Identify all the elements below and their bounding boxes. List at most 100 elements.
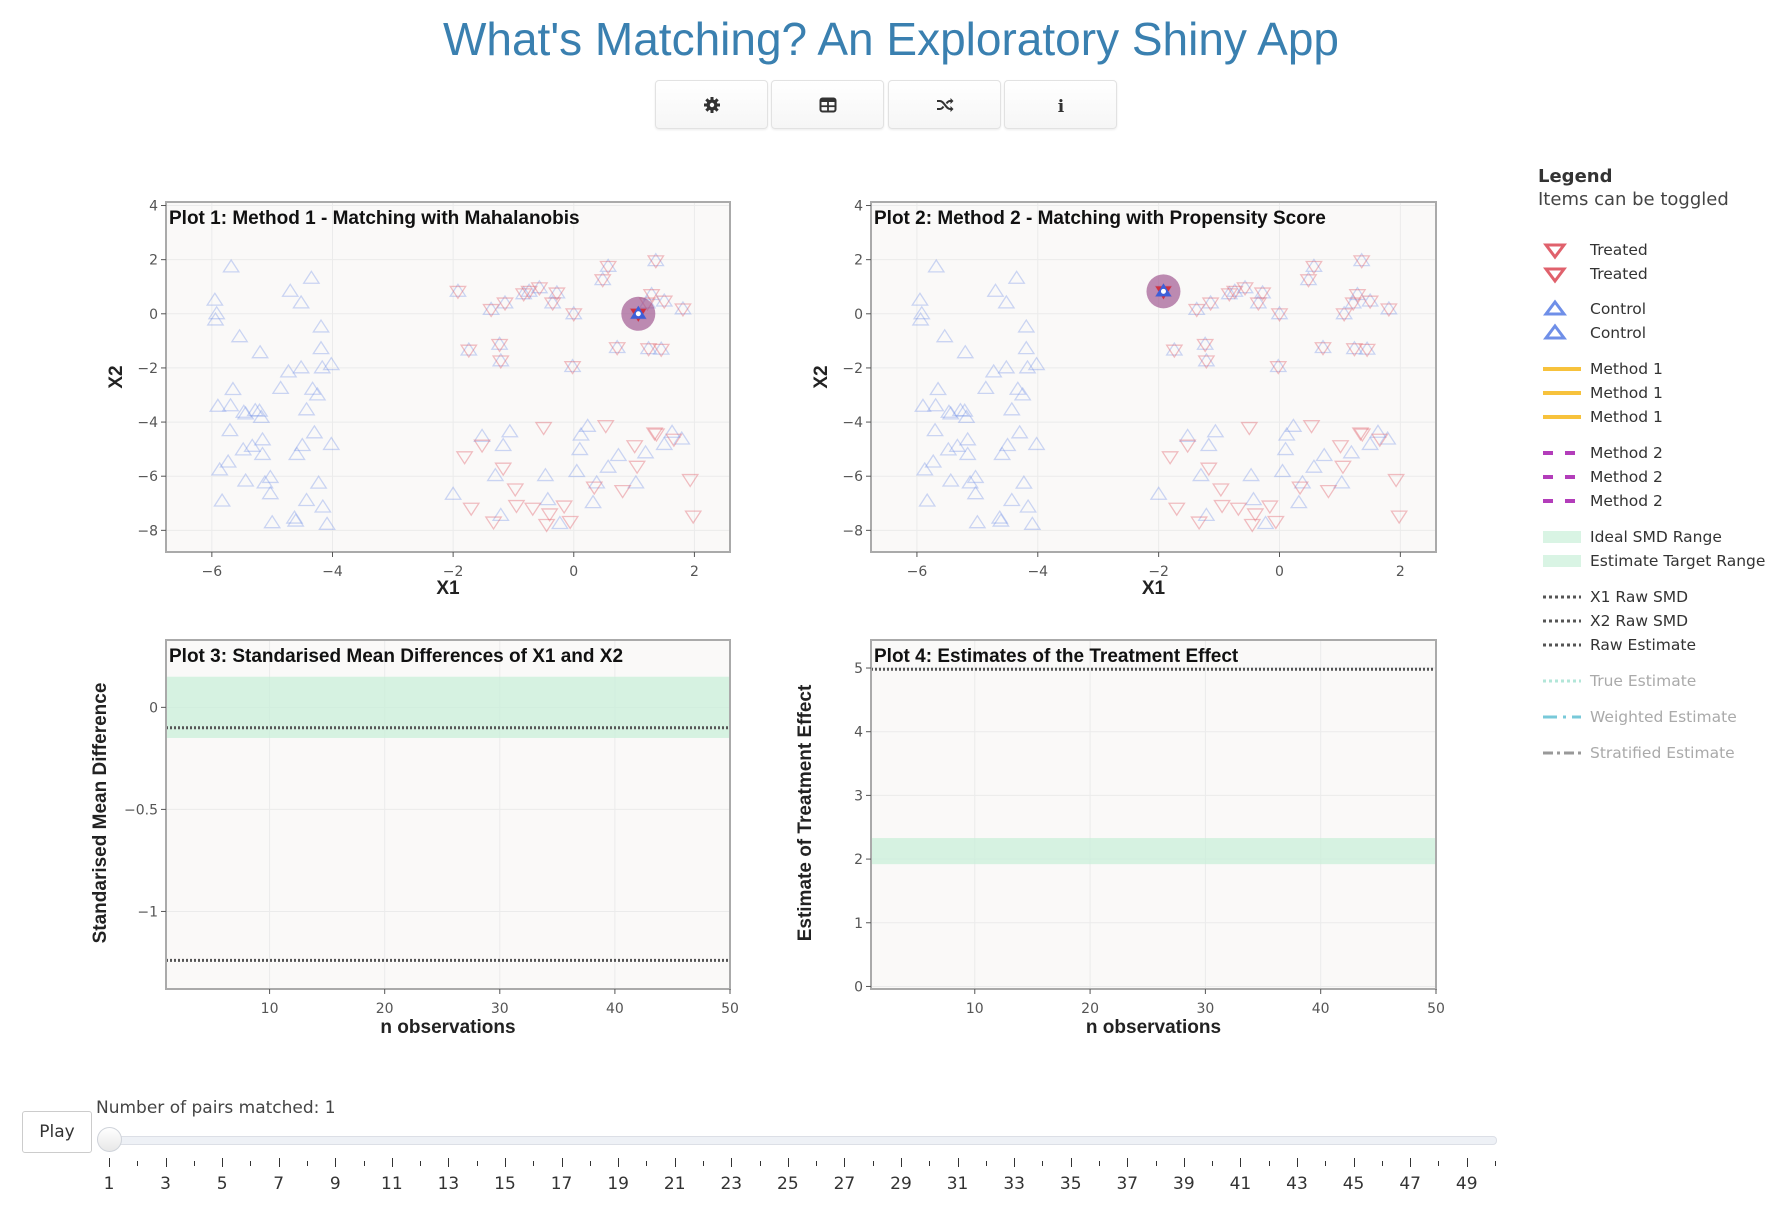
treated-point [494, 462, 513, 477]
control-point [224, 381, 242, 396]
legend: Legend Items can be toggled Treated Treat… [1538, 166, 1777, 762]
control-point [1352, 252, 1371, 267]
control-point [1178, 428, 1197, 442]
legend-solid-icon [1543, 391, 1581, 395]
play-button[interactable]: Play [22, 1111, 92, 1153]
legend-item-x2-raw-smd[interactable]: X2 Raw SMD [1543, 610, 1688, 632]
slider-tick [703, 1161, 704, 1166]
control-point [514, 285, 533, 300]
slider-tick-label: 1 [103, 1174, 115, 1194]
shuffle-button[interactable] [888, 80, 1001, 129]
plot-4: 10 20 30 40 50 0 1 2 3 4 5 [854, 639, 1445, 1017]
legend-item-control[interactable]: Control [1543, 322, 1646, 344]
control-point [939, 441, 958, 456]
plot-title: Plot 2: Method 2 - Matching with Propens… [874, 208, 1326, 229]
control-point [297, 492, 316, 507]
control-point [912, 305, 931, 320]
table-button[interactable] [771, 80, 884, 129]
legend-item-method-2[interactable]: Method 2 [1543, 490, 1663, 512]
slider-tick [505, 1158, 506, 1167]
control-point [951, 402, 970, 417]
legend-item-estimate-target-range[interactable]: Estimate Target Range [1543, 550, 1765, 572]
legend-item-method-1[interactable]: Method 1 [1543, 358, 1663, 380]
treated-point [1379, 303, 1398, 318]
treated-point [1197, 355, 1216, 370]
slider-tick-label: 33 [1003, 1174, 1025, 1194]
control-point [639, 340, 658, 355]
control-point [538, 491, 557, 506]
info-button[interactable]: i [1004, 80, 1117, 129]
treated-point [1199, 462, 1218, 477]
y-tick-label: 5 [854, 661, 863, 677]
legend-subtitle: Items can be toggled [1538, 189, 1729, 210]
slider-tick-label: 27 [833, 1174, 856, 1194]
control-point [674, 300, 692, 315]
legend-item-method-2[interactable]: Method 2 [1543, 442, 1663, 464]
control-point [313, 359, 332, 374]
control-point [253, 431, 272, 446]
control-point [1013, 386, 1032, 401]
slider-track[interactable] [109, 1136, 1497, 1145]
legend-item-label: Method 1 [1590, 360, 1663, 378]
legend-dash-icon [1543, 475, 1581, 479]
control-point [993, 446, 1012, 461]
control-point [536, 467, 555, 482]
slider-tick-label: 25 [777, 1174, 799, 1194]
slider-tick [1410, 1158, 1412, 1167]
slider-tick [1438, 1161, 1440, 1166]
control-point [234, 441, 253, 456]
control-point [655, 292, 674, 307]
y-tick-label: 2 [854, 253, 863, 269]
control-point [1201, 294, 1220, 309]
legend-item-control[interactable]: Control [1543, 298, 1646, 320]
control-point [230, 328, 249, 343]
settings-button[interactable] [655, 80, 768, 129]
control-point [473, 428, 491, 442]
treated-point [459, 344, 478, 359]
treated-point [1269, 361, 1288, 375]
treated-point [639, 343, 658, 357]
legend-item-method-2[interactable]: Method 2 [1543, 466, 1663, 488]
x-tick-label: 40 [606, 1001, 624, 1017]
treated-point [1201, 297, 1220, 312]
legend-item-raw-estimate[interactable]: Raw Estimate [1543, 634, 1696, 656]
slider-tick [1155, 1161, 1157, 1166]
treated-point [1314, 342, 1332, 356]
slider-tick-label: 31 [946, 1174, 969, 1194]
legend-item-method-1[interactable]: Method 1 [1543, 406, 1663, 428]
y-axis-title: X2 [811, 365, 832, 389]
slider-thumb[interactable] [97, 1127, 122, 1152]
control-point [1270, 305, 1289, 320]
legend-item-x1-raw-smd[interactable]: X1 Raw SMD [1543, 586, 1688, 608]
legend-item-stratified-estimate[interactable]: Stratified Estimate [1543, 742, 1735, 764]
treated-point [1246, 508, 1265, 523]
legend-item-true-estimate[interactable]: True Estimate [1543, 670, 1696, 692]
y-tick-label: −1 [137, 904, 158, 920]
slider-tick [872, 1161, 874, 1166]
slider-tick [561, 1158, 563, 1167]
legend-band-icon [1543, 555, 1581, 567]
treated-point [484, 516, 503, 531]
legend-longdashdot-icon [1543, 751, 1581, 755]
control-point [251, 344, 269, 359]
treated-point [596, 420, 615, 434]
legend-item-treated[interactable]: Treated [1543, 263, 1648, 285]
legend-item-ideal-smd-range[interactable]: Ideal SMD Range [1543, 526, 1722, 548]
slider-tick [1014, 1158, 1016, 1167]
legend-item-weighted-estimate[interactable]: Weighted Estimate [1543, 706, 1737, 728]
legend-item-method-1[interactable]: Method 1 [1543, 382, 1663, 404]
control-point [1007, 270, 1026, 284]
legend-item-treated[interactable]: Treated [1543, 239, 1648, 261]
x-tick-label: 20 [1081, 1001, 1099, 1017]
control-point [567, 463, 586, 478]
slider-tick [1183, 1158, 1185, 1167]
treated-point [1187, 303, 1206, 318]
treated-point [1236, 282, 1254, 297]
y-tick-label: 0 [854, 307, 863, 323]
slider-tick [1381, 1161, 1383, 1166]
slider-tick-label: 35 [1059, 1174, 1082, 1194]
y-tick-label: −4 [842, 415, 863, 431]
shuffle-icon [936, 97, 953, 112]
treated-point [1243, 518, 1262, 533]
y-tick-label: 4 [854, 199, 863, 215]
